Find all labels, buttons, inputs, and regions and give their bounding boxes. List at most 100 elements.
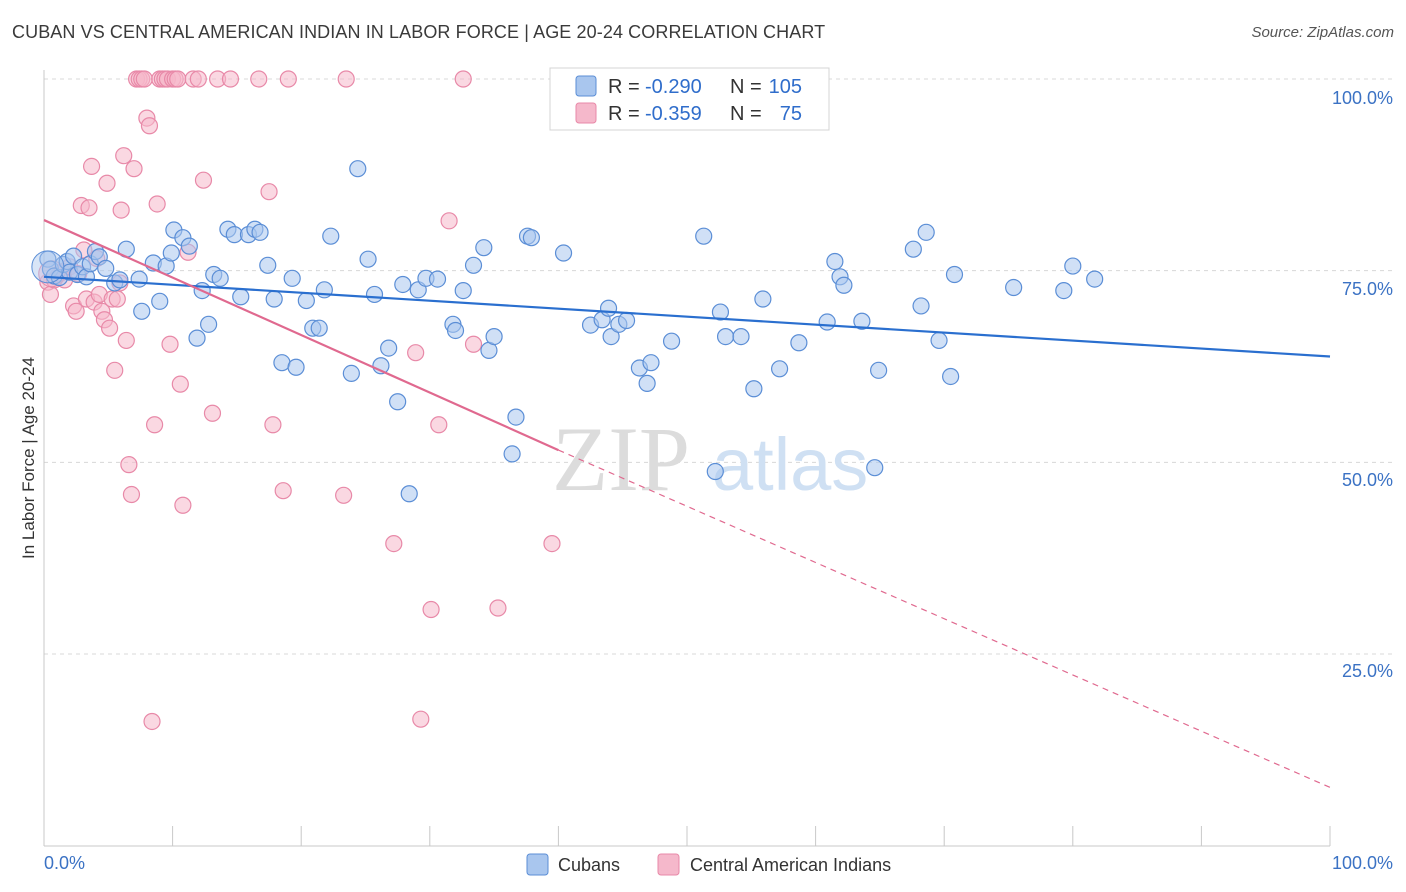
cuban-point: [945, 265, 964, 284]
central-american-indian-point: [407, 344, 425, 362]
central-american-indian-point: [422, 600, 440, 619]
central-american-indian-point: [117, 331, 135, 350]
cuban-point: [870, 361, 888, 379]
cuban-point: [853, 312, 871, 330]
central-american-indian-point: [148, 195, 166, 213]
cuban-point: [188, 329, 206, 347]
source-credit: Source: ZipAtlas.com: [1251, 24, 1394, 41]
cuban-point: [1005, 278, 1023, 297]
central-american-indian-point: [335, 486, 353, 504]
cuban-point: [554, 244, 573, 262]
central-american-indian-point: [385, 534, 403, 553]
cuban-point: [111, 271, 129, 289]
cuban-point: [151, 292, 169, 310]
cuban-point: [273, 354, 291, 372]
cubans-trendline: [43, 275, 1331, 358]
cuban-point: [180, 237, 198, 255]
central-american-indian-point: [264, 416, 282, 434]
central-american-indian-point: [174, 496, 192, 514]
cuban-point: [826, 252, 844, 271]
legend-r-value-2: -0.359: [645, 103, 702, 125]
gridlines: [44, 78, 1394, 655]
cuban-point: [904, 240, 922, 258]
cuban-point: [599, 299, 618, 317]
cuban-point: [642, 354, 660, 372]
cuban-point: [322, 227, 340, 245]
central-american-indian-point: [169, 70, 187, 88]
central-american-indian-point: [112, 201, 130, 219]
central-american-indian-point: [464, 335, 483, 353]
central-american-indian-point: [67, 302, 85, 320]
cuban-point: [770, 360, 789, 378]
cuban-point: [754, 290, 772, 308]
legend-r-value-1: -0.290: [645, 76, 702, 98]
cuban-point: [745, 380, 763, 398]
cuban-point: [818, 313, 836, 331]
cubans-points: [31, 160, 1104, 503]
cuban-point: [232, 288, 250, 306]
cuban-point: [454, 282, 472, 300]
central-american-indian-point: [145, 416, 164, 434]
series-legend: Cubans Central American Indians: [526, 853, 891, 876]
central-american-indian-point: [543, 534, 561, 553]
trendlines: [43, 219, 1331, 788]
cuban-point: [732, 328, 750, 346]
cuban-point: [602, 328, 620, 346]
cuban-point: [389, 393, 407, 411]
cuban-point: [475, 239, 493, 257]
cuban-point: [310, 319, 328, 337]
cuban-point: [1055, 282, 1073, 300]
cuban-point: [162, 244, 180, 262]
watermark-zip: ZIP: [552, 408, 690, 510]
central-american-indian-point: [430, 416, 448, 434]
central-american-indian-point: [106, 361, 124, 379]
central-american-indian-point: [489, 599, 507, 617]
cuban-point: [380, 339, 398, 357]
legend-r-label-1: R =: [608, 76, 640, 98]
central-american-indian-point: [108, 290, 126, 308]
central-american-indian-point: [250, 70, 268, 88]
correlation-legend: R = -0.290 N = 105 R = -0.359 N = 75: [549, 67, 830, 131]
cuban-point: [1064, 257, 1082, 275]
cuban-point: [711, 303, 730, 321]
chart-title: CUBAN VS CENTRAL AMERICAN INDIAN IN LABO…: [12, 22, 826, 42]
central-american-indian-point: [143, 712, 161, 731]
central-american-indian-point: [41, 285, 60, 304]
cuban-point: [942, 367, 960, 386]
y-tick-label-100: 100.0%: [1332, 88, 1393, 108]
cuban-point: [130, 270, 148, 288]
cuban-point: [283, 269, 301, 287]
central-american-indian-point: [98, 174, 116, 192]
central-american-indian-point: [125, 160, 143, 178]
cuban-point: [507, 408, 525, 426]
legend-r-label-2: R =: [608, 103, 640, 125]
cuban-point: [485, 328, 503, 346]
watermark: ZIP atlas: [552, 408, 868, 510]
central-american-indian-point: [221, 70, 240, 88]
central-american-indian-point: [454, 70, 472, 88]
cuban-point: [695, 227, 713, 245]
y-tick-label-25: 25.0%: [1342, 661, 1393, 681]
y-axis-label: In Labor Force | Age 20-24: [19, 357, 38, 559]
x-tick-label-0: 0.0%: [44, 853, 85, 873]
watermark-atlas: atlas: [712, 423, 868, 506]
x-tick-label-100: 100.0%: [1332, 853, 1393, 873]
central-american-indian-point: [135, 70, 153, 88]
central-american-indian-point: [440, 212, 458, 230]
central-american-indian-point: [171, 375, 189, 393]
cuban-point: [365, 285, 384, 304]
cuban-point: [342, 364, 360, 382]
cuban-point: [835, 276, 853, 294]
y-tick-label-50: 50.0%: [1342, 470, 1393, 490]
cuban-point: [133, 302, 151, 320]
central-american-indian-point: [100, 319, 119, 337]
central-american-indians-trendline: [43, 219, 559, 452]
bottom-legend-swatch-cubans: [526, 853, 549, 876]
cuban-point: [287, 358, 305, 376]
central-american-indian-point: [189, 70, 207, 88]
central-american-indian-point: [140, 117, 159, 135]
central-american-indian-point: [82, 157, 101, 175]
central-american-indian-point: [337, 70, 355, 88]
y-tick-labels: 100.0% 75.0% 50.0% 25.0%: [1332, 88, 1393, 681]
central-american-indian-point: [279, 70, 297, 88]
